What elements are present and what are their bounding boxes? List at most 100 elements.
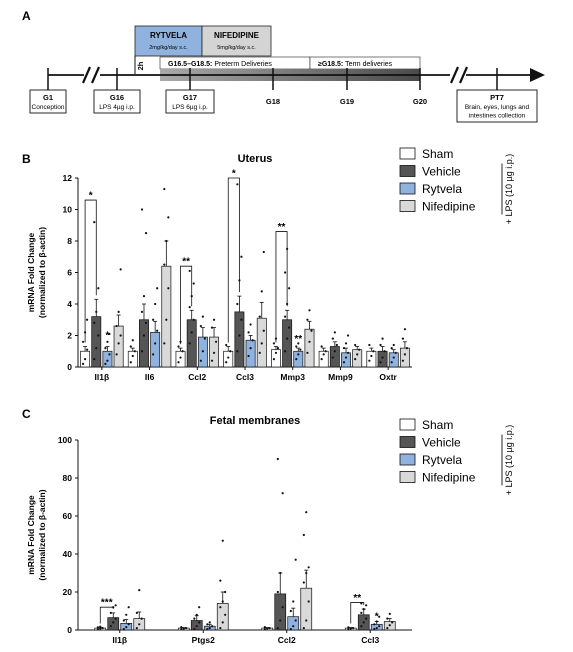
data-point-mmp3-sham bbox=[272, 342, 276, 345]
legend-lps-label: + LPS (10 µg i.p.) bbox=[504, 154, 514, 224]
data-point-il1-vehicle bbox=[97, 287, 100, 290]
data-point-oxtr-vehicle bbox=[381, 356, 384, 359]
significance-bracket-ccl2 bbox=[180, 265, 193, 345]
x-tick-label-mmp9: Mmp9 bbox=[328, 372, 353, 382]
data-point-mmp3-nifedipine bbox=[306, 351, 309, 354]
significance-label-mmp3: ** bbox=[278, 222, 286, 233]
data-point-mmp3-sham bbox=[272, 358, 276, 361]
data-point-il6-sham bbox=[133, 350, 136, 353]
legend-label-rytvela: Rytvela bbox=[422, 453, 462, 467]
bar-mmp9-rytvela bbox=[341, 352, 351, 368]
x-tick-label-ccl2: Ccl2 bbox=[278, 635, 296, 645]
data-point-ptgs2-nifedipine bbox=[221, 539, 224, 542]
data-point-oxtr-sham bbox=[370, 354, 373, 358]
treatment-box-nifedipine bbox=[201, 25, 272, 57]
data-point-oxtr-sham bbox=[372, 350, 375, 353]
y-axis-label: (normalized to β-actin) bbox=[37, 227, 47, 318]
data-point-ptgs2-vehicle bbox=[195, 625, 198, 628]
data-point-il1-nifedipine bbox=[115, 324, 118, 328]
data-point-ccl2-nifedipine bbox=[305, 511, 308, 514]
data-point-ccl3-nifedipine bbox=[388, 624, 391, 627]
data-point-mmp9-rytvela bbox=[346, 334, 350, 337]
data-point-ccl3-rytvela bbox=[378, 615, 381, 618]
y-axis-label: (normalized to β-actin) bbox=[37, 489, 47, 580]
y-tick-label: 0 bbox=[67, 625, 72, 635]
data-point-ptgs2-nifedipine bbox=[219, 606, 222, 609]
bar-il1-rytvela bbox=[102, 350, 113, 368]
event-desc-g17: LPS 6µg i.p. bbox=[172, 104, 208, 111]
data-point-il6-vehicle bbox=[144, 321, 148, 324]
data-point-il6-nifedipine bbox=[165, 239, 168, 243]
data-point-ccl3-sham bbox=[349, 627, 352, 630]
event-desc-g16: LPS 4µg i.p. bbox=[99, 104, 135, 111]
data-point-ccl3-nifedipine bbox=[386, 627, 389, 630]
bar-mmp3-nifedipine bbox=[304, 328, 315, 368]
data-point-ccl2-nifedipine bbox=[307, 566, 310, 569]
data-point-il6-nifedipine bbox=[165, 318, 168, 321]
chart-uterus: Uterus mRNA Fold Change (normalized to β-a… bbox=[26, 153, 412, 382]
data-point-ptgs2-nifedipine bbox=[224, 590, 227, 594]
data-point-ccl2-sham bbox=[263, 628, 266, 631]
data-point-ccl3-sham bbox=[225, 361, 228, 364]
chart-title: Fetal membranes bbox=[210, 415, 300, 427]
data-point-oxtr-vehicle bbox=[383, 350, 386, 353]
x-tick-label-oxtr: Oxtr bbox=[379, 372, 397, 382]
timeline-arrow-head bbox=[530, 68, 545, 82]
data-point-ccl2-vehicle bbox=[188, 342, 191, 345]
bar-mmp9-vehicle bbox=[329, 346, 340, 368]
data-point-il1-nifedipine bbox=[115, 353, 118, 356]
data-point-il1-rytvela bbox=[108, 332, 111, 336]
data-point-ccl3-vehicle bbox=[236, 350, 239, 353]
data-point-ccl3-rytvela bbox=[373, 623, 376, 626]
data-point-oxtr-rytvela bbox=[394, 351, 397, 354]
data-point-ptgs2-rytvela bbox=[208, 621, 211, 624]
phase-label-term-bold: ≥G18.5: bbox=[318, 61, 343, 68]
data-point-il1-rytvela bbox=[127, 623, 130, 626]
y-tick-label: 40 bbox=[63, 549, 73, 559]
data-point-ccl2-vehicle bbox=[192, 282, 195, 285]
data-point-mmp9-sham bbox=[320, 358, 323, 361]
data-point-ccl3-rytvela bbox=[249, 323, 252, 326]
data-point-ccl2-rytvela bbox=[294, 558, 297, 561]
data-point-ptgs2-nifedipine bbox=[221, 600, 224, 603]
legend-label-sham: Sham bbox=[422, 147, 453, 161]
data-point-mmp9-rytvela bbox=[342, 347, 346, 350]
data-point-ccl3-rytvela bbox=[251, 339, 254, 342]
data-point-oxtr-nifedipine bbox=[401, 359, 404, 362]
significance-bracket-il1 bbox=[84, 199, 97, 343]
data-point-ptgs2-rytvela bbox=[206, 627, 209, 631]
bar-ccl2-vehicle bbox=[186, 319, 197, 368]
data-point-ptgs2-vehicle bbox=[198, 621, 201, 624]
data-point-il1-nifedipine bbox=[119, 268, 122, 271]
data-point-il1-nifedipine bbox=[140, 617, 143, 620]
data-point-ccl3-nifedipine bbox=[386, 617, 389, 620]
event-desc-g1: Conception bbox=[32, 104, 65, 111]
bar-il1-nifedipine bbox=[113, 325, 124, 368]
data-point-ccl3-vehicle bbox=[360, 625, 363, 628]
data-point-mmp9-nifedipine bbox=[356, 353, 359, 356]
x-tick-label-il6: Il6 bbox=[145, 372, 155, 382]
data-point-ptgs2-nifedipine bbox=[219, 579, 222, 582]
data-point-ptgs2-sham bbox=[180, 626, 183, 629]
event-box-g1 bbox=[29, 89, 67, 114]
delay-label: 2h bbox=[136, 61, 145, 70]
y-tick-label: 8 bbox=[67, 236, 72, 246]
data-point-mmp3-rytvela bbox=[297, 353, 300, 356]
data-point-ccl3-vehicle bbox=[365, 617, 368, 620]
data-point-il6-vehicle bbox=[140, 350, 144, 353]
data-point-il1-rytvela bbox=[106, 359, 109, 362]
legend-fetal-membranes: Sham Vehicle Rytvela Nifedipine + LPS (10 µg… bbox=[399, 418, 514, 495]
data-point-mmp9-sham bbox=[324, 350, 327, 353]
data-point-il1-rytvela bbox=[127, 606, 130, 609]
data-point-mmp3-nifedipine bbox=[308, 309, 311, 312]
data-point-ccl2-sham bbox=[177, 345, 180, 348]
y-tick-label: 6 bbox=[67, 268, 72, 278]
data-point-il1-sham bbox=[86, 348, 89, 351]
data-point-ccl3-nifedipine bbox=[391, 621, 394, 624]
treatment-box-rytvela bbox=[134, 25, 203, 57]
y-tick-label: 12 bbox=[63, 173, 73, 183]
data-point-oxtr-vehicle bbox=[381, 337, 384, 340]
data-point-ccl2-vehicle bbox=[188, 306, 191, 309]
data-point-il6-rytvela bbox=[156, 287, 159, 290]
data-point-mmp9-nifedipine bbox=[358, 348, 361, 351]
